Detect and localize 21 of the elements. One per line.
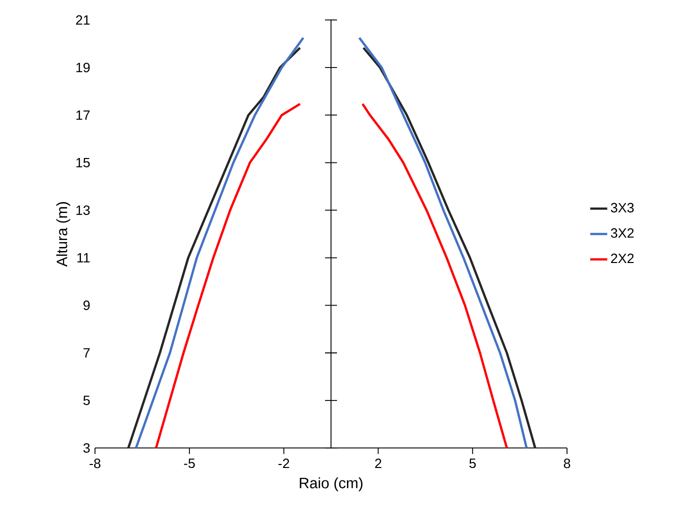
- x-tick-label: 8: [564, 458, 570, 468]
- y-tick-label: 9: [83, 300, 90, 310]
- legend-label: 2X2: [611, 254, 634, 264]
- y-tick-label: 17: [76, 110, 90, 120]
- y-tick-label: 7: [84, 348, 90, 358]
- x-tick-label: -5: [184, 458, 195, 468]
- legend-label: 3X2: [610, 228, 634, 238]
- y-axis-title: Altura (m): [56, 202, 70, 267]
- y-tick-label: 21: [76, 15, 90, 25]
- x-tick-label: -8: [90, 458, 100, 468]
- x-tick-label: -2: [278, 458, 290, 468]
- y-tick-label: 19: [76, 62, 90, 72]
- y-tick-label: 5: [83, 396, 90, 406]
- y-tick-label: 11: [77, 253, 90, 262]
- y-tick-label: 13: [76, 205, 90, 215]
- y-tick-label: 15: [76, 158, 90, 168]
- x-tick-label: 2: [375, 458, 382, 468]
- y-tick-label: 3: [83, 443, 90, 453]
- legend-label: 3X3: [610, 202, 634, 212]
- x-axis-title: Raio (cm): [300, 477, 362, 492]
- x-tick-label: 5: [469, 458, 476, 468]
